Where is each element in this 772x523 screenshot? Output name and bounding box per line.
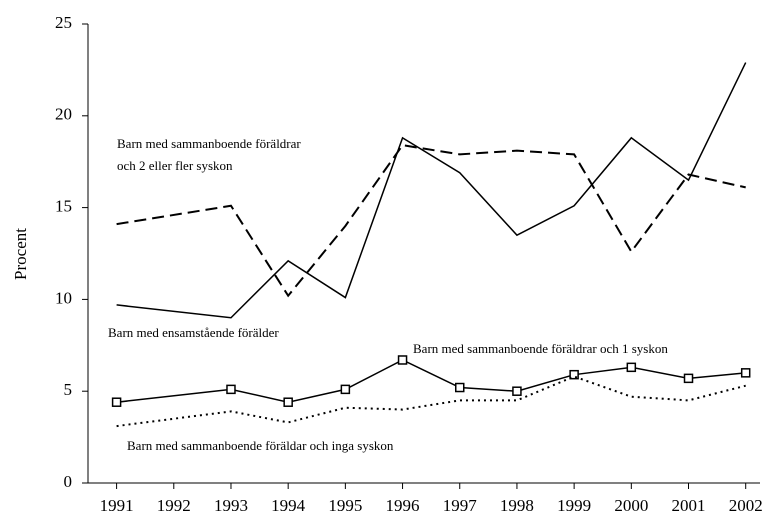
- point-marker: [340, 384, 351, 395]
- series-line: [116, 62, 747, 319]
- x-tick-label: 2002: [729, 496, 763, 515]
- series-line: [116, 359, 746, 403]
- x-tick-label: 1995: [328, 496, 362, 515]
- point-marker: [740, 368, 751, 378]
- point-marker: [569, 369, 579, 380]
- annotation: Barn med sammanboende föräldrar och 1 sy…: [413, 341, 668, 356]
- x-tick-label: 1993: [214, 496, 248, 515]
- point-marker: [512, 386, 522, 396]
- annotation: och 2 eller fler syskon: [117, 158, 233, 173]
- annotation: Barn med ensamstående förälder: [108, 325, 279, 340]
- x-tick-label: 2001: [672, 496, 706, 515]
- x-tick-label: 1991: [100, 496, 134, 515]
- y-tick-label: 5: [64, 380, 73, 399]
- x-tick-label: 1997: [443, 496, 478, 515]
- x-tick-label: 2000: [614, 496, 648, 515]
- y-tick-label: 25: [55, 13, 72, 32]
- point-marker: [397, 355, 408, 365]
- point-marker: [454, 382, 465, 393]
- x-tick-label: 1999: [557, 496, 591, 515]
- y-tick-label: 0: [64, 472, 73, 491]
- point-marker: [626, 362, 637, 373]
- series-line: [116, 144, 746, 298]
- point-marker: [226, 384, 236, 395]
- y-tick-label: 15: [55, 197, 72, 216]
- x-tick-label: 1996: [386, 496, 420, 515]
- annotation: Barn med sammanboende föräldar och inga …: [127, 438, 394, 453]
- x-tick-label: 1994: [271, 496, 306, 515]
- point-marker: [683, 373, 694, 384]
- y-axis-label: Procent: [11, 228, 30, 280]
- y-tick-label: 10: [55, 288, 72, 307]
- x-tick-label: 1992: [157, 496, 191, 515]
- x-tick-label: 1998: [500, 496, 534, 515]
- annotation: Barn med sammanboende föräldrar: [117, 136, 301, 151]
- series-line: [116, 375, 746, 428]
- point-marker: [111, 397, 122, 407]
- point-marker: [283, 397, 293, 407]
- y-tick-label: 20: [55, 105, 72, 124]
